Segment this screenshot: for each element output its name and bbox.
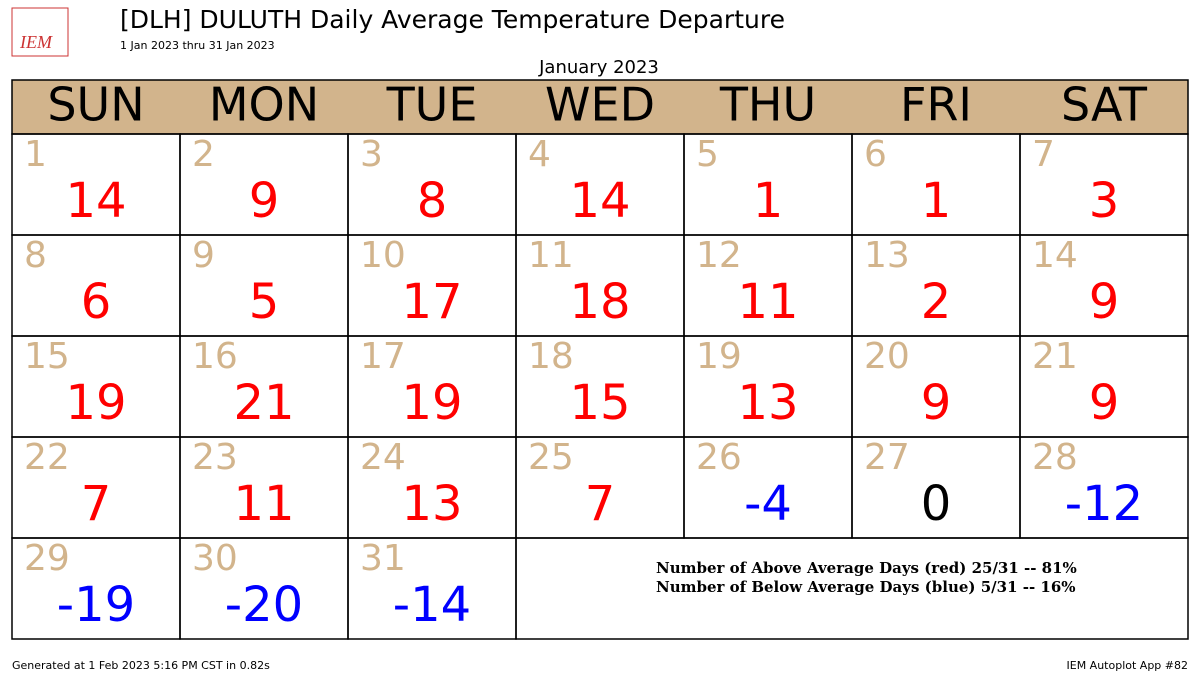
weekday-label: SUN [47, 78, 144, 132]
day-number: 25 [528, 437, 574, 478]
day-number: 1 [24, 134, 47, 175]
summary-line: Number of Above Average Days (red) 25/31… [656, 559, 1077, 577]
day-number: 31 [360, 538, 406, 579]
departure-value: 17 [401, 274, 462, 330]
footer-right: IEM Autoplot App #82 [1067, 659, 1189, 672]
departure-value: 7 [81, 476, 112, 532]
departure-value: -14 [393, 577, 471, 633]
departure-value: 1 [921, 173, 952, 229]
departure-value: 14 [65, 173, 126, 229]
departure-value: 6 [81, 274, 112, 330]
day-number: 9 [192, 235, 215, 276]
day-number: 5 [696, 134, 719, 175]
month-title: January 2023 [538, 57, 659, 78]
day-number: 7 [1032, 134, 1055, 175]
weekday-label: WED [545, 78, 655, 132]
day-number: 14 [1032, 235, 1078, 276]
weekday-label: MON [209, 78, 319, 132]
departure-value: 19 [65, 375, 126, 431]
day-number: 29 [24, 538, 70, 579]
departure-value: 19 [401, 375, 462, 431]
departure-value: 18 [569, 274, 630, 330]
departure-value: 14 [569, 173, 630, 229]
chart-title: [DLH] DULUTH Daily Average Temperature D… [120, 5, 785, 34]
weekday-label: SAT [1061, 78, 1148, 132]
day-number: 27 [864, 437, 910, 478]
summary-box [515, 537, 1189, 640]
day-number: 2 [192, 134, 215, 175]
day-number: 18 [528, 336, 574, 377]
departure-value: 11 [233, 476, 294, 532]
logo-frame [11, 7, 69, 57]
logo: IEM [19, 32, 53, 52]
footer-left: Generated at 1 Feb 2023 5:16 PM CST in 0… [12, 659, 270, 672]
departure-value: 11 [737, 274, 798, 330]
departure-value: 9 [1089, 375, 1120, 431]
departure-value: 13 [401, 476, 462, 532]
departure-value: 9 [1089, 274, 1120, 330]
departure-value: 7 [585, 476, 616, 532]
day-number: 12 [696, 235, 742, 276]
departure-value: -12 [1065, 476, 1143, 532]
day-number: 24 [360, 437, 406, 478]
departure-value: 3 [1089, 173, 1120, 229]
day-number: 19 [696, 336, 742, 377]
day-number: 16 [192, 336, 238, 377]
weekday-label: THU [719, 78, 816, 132]
departure-value: 9 [249, 173, 280, 229]
departure-value: 21 [233, 375, 294, 431]
day-number: 4 [528, 134, 551, 175]
departure-value: 1 [753, 173, 784, 229]
departure-value: 15 [569, 375, 630, 431]
departure-value: -4 [744, 476, 792, 532]
departure-value: 0 [921, 476, 952, 532]
departure-value: 9 [921, 375, 952, 431]
departure-value: 5 [249, 274, 280, 330]
day-number: 26 [696, 437, 742, 478]
day-number: 15 [24, 336, 70, 377]
day-number: 20 [864, 336, 910, 377]
departure-value: -20 [225, 577, 303, 633]
day-number: 11 [528, 235, 574, 276]
departure-value: 2 [921, 274, 952, 330]
day-number: 3 [360, 134, 383, 175]
day-number: 23 [192, 437, 238, 478]
day-number: 13 [864, 235, 910, 276]
departure-value: 8 [417, 173, 448, 229]
day-number: 17 [360, 336, 406, 377]
departure-value: -19 [57, 577, 135, 633]
day-number: 21 [1032, 336, 1078, 377]
day-number: 6 [864, 134, 887, 175]
summary-line: Number of Below Average Days (blue) 5/31… [656, 578, 1076, 596]
day-number: 22 [24, 437, 70, 478]
departure-value: 13 [737, 375, 798, 431]
day-number: 8 [24, 235, 47, 276]
day-number: 30 [192, 538, 238, 579]
day-number: 10 [360, 235, 406, 276]
weekday-label: FRI [900, 78, 972, 132]
subtitle: 1 Jan 2023 thru 31 Jan 2023 [120, 39, 275, 52]
day-number: 28 [1032, 437, 1078, 478]
weekday-label: TUE [386, 78, 478, 132]
